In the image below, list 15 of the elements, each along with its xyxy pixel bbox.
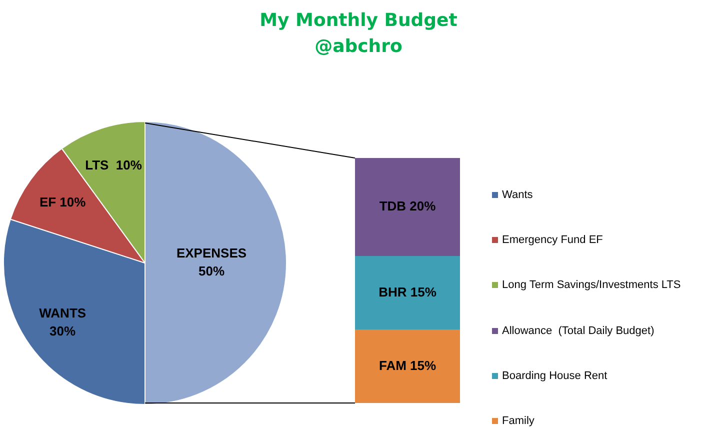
- legend-label: Boarding House Rent: [502, 370, 608, 382]
- data-label: WANTS 30%: [39, 305, 86, 338]
- data-label: EXPENSES 50%: [176, 246, 247, 279]
- chart-subtitle: @abchro: [314, 35, 404, 59]
- data-label: EF 10%: [39, 194, 86, 210]
- data-label: LTS 10%: [85, 158, 142, 173]
- data-label: TDB 20%: [379, 198, 436, 214]
- legend-label: Long Term Savings/Investments LTS: [502, 279, 681, 292]
- legend-label: Family: [502, 415, 534, 428]
- legend-label: Emergency Fund EF: [502, 234, 603, 246]
- data-label: BHR 15%: [378, 284, 437, 300]
- legend-label: Allowance (Total Daily Budget): [502, 324, 654, 337]
- legend-label: Wants: [502, 188, 533, 201]
- chart-title: My Monthly Budget: [258, 9, 458, 33]
- data-label: FAM 15%: [378, 358, 436, 373]
